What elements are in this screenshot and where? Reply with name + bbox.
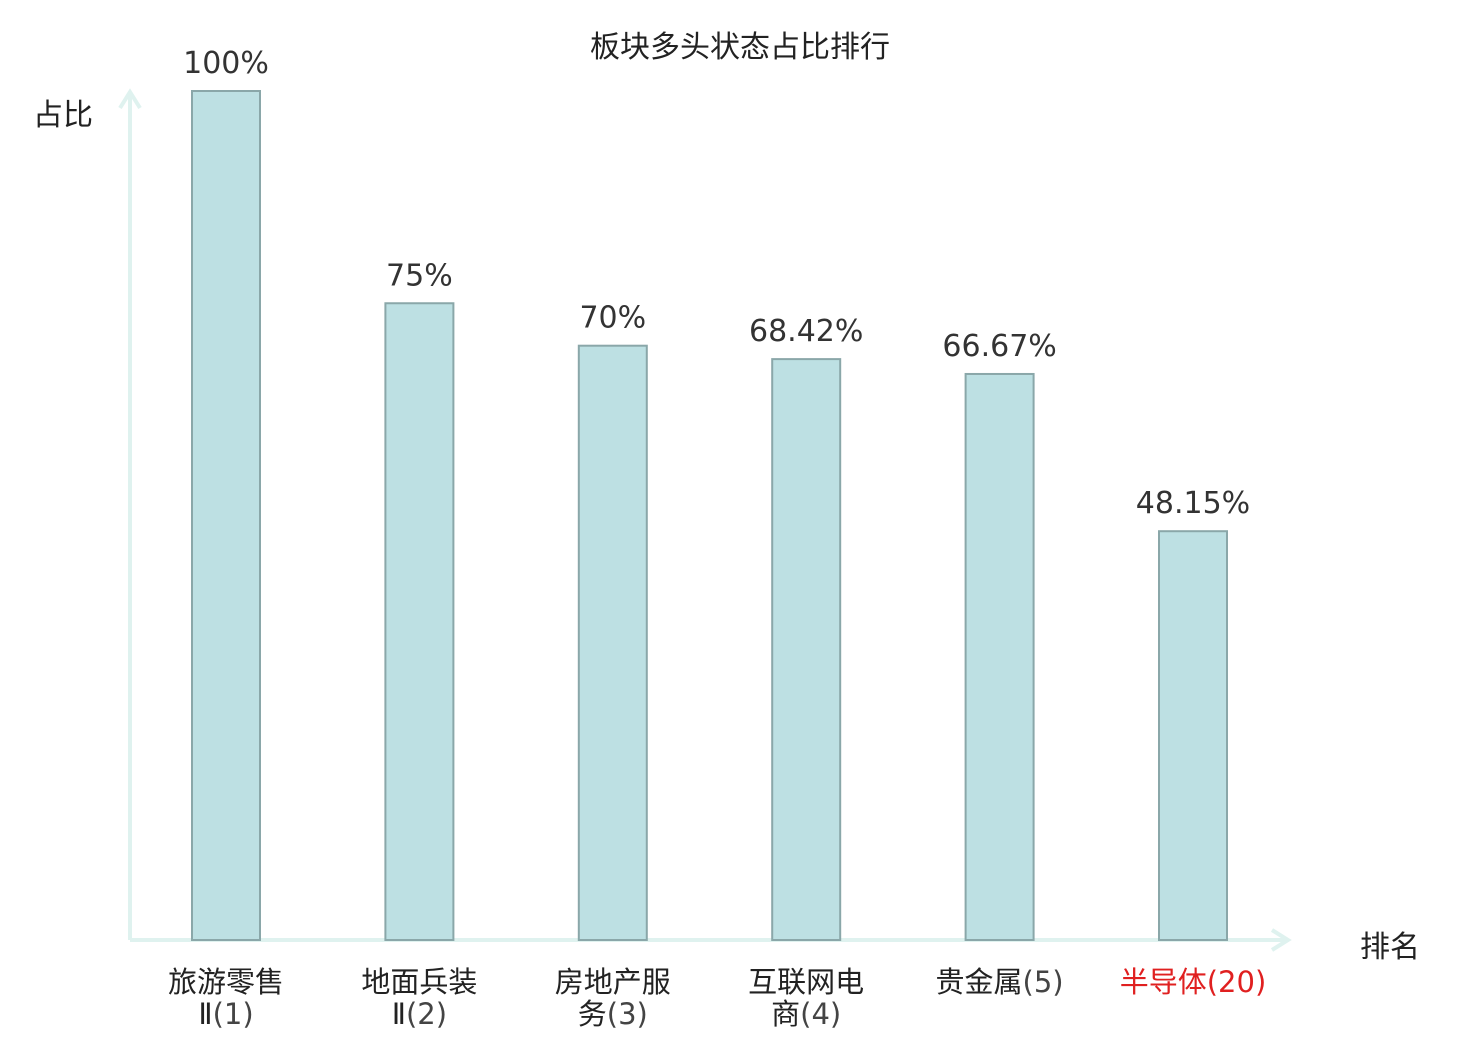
category-label-2: 地面兵装 Ⅱ(2) bbox=[361, 965, 478, 1031]
bar-1 bbox=[191, 90, 261, 941]
bar-4 bbox=[771, 358, 842, 941]
category-label-6: 半导体(20) bbox=[1119, 965, 1267, 999]
data-label-4: 68.42% bbox=[749, 314, 863, 349]
data-label-1: 100% bbox=[183, 46, 269, 81]
y-axis-arrow bbox=[118, 88, 142, 110]
x-axis-arrow bbox=[1270, 928, 1292, 952]
category-label-3: 房地产服 务(3) bbox=[554, 965, 671, 1031]
bar-5 bbox=[964, 372, 1035, 942]
data-label-2: 75% bbox=[386, 258, 453, 293]
category-label-1: 旅游零售 Ⅱ(1) bbox=[167, 965, 284, 1031]
x-axis-label: 排名 bbox=[1360, 930, 1420, 965]
category-label-5: 贵金属(5) bbox=[935, 965, 1064, 999]
bar-6 bbox=[1158, 530, 1228, 941]
y-axis-label: 占比 bbox=[33, 98, 93, 133]
data-label-5: 66.67% bbox=[942, 329, 1056, 364]
category-label-4: 互联网电 商(4) bbox=[748, 965, 865, 1031]
bar-2 bbox=[384, 302, 455, 941]
data-label-3: 70% bbox=[579, 301, 646, 336]
data-label-6: 48.15% bbox=[1136, 486, 1250, 521]
chart-title: 板块多头状态占比排行 bbox=[590, 30, 890, 65]
bar-3 bbox=[577, 344, 648, 941]
